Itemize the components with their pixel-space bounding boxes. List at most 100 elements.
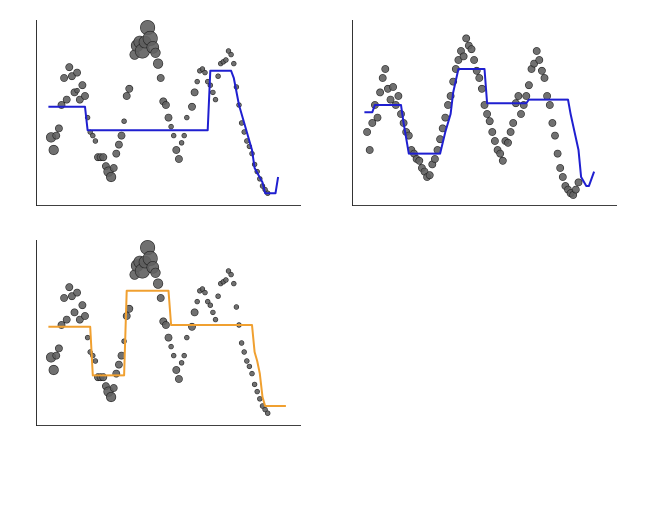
data-point [92, 358, 99, 364]
data-point [190, 308, 199, 317]
chart-panel-1 [36, 20, 301, 206]
data-point [483, 110, 491, 118]
data-point [556, 164, 565, 172]
data-point [425, 171, 434, 180]
data-point [459, 52, 468, 61]
data-point [467, 45, 476, 54]
data-point [498, 156, 507, 165]
data-point [52, 131, 61, 140]
data-point [84, 334, 91, 341]
data-point [48, 364, 59, 376]
data-point [509, 119, 518, 127]
data-point [78, 81, 87, 90]
data-point [199, 286, 206, 292]
data-point [368, 119, 377, 127]
data-point [171, 132, 177, 139]
data-point [363, 128, 371, 136]
data-point [231, 280, 237, 287]
data-point [168, 343, 174, 350]
fit-line [48, 69, 280, 195]
data-point [184, 334, 190, 341]
data-point [415, 156, 424, 165]
data-point [122, 92, 131, 100]
data-point [381, 65, 390, 73]
data-point [150, 267, 161, 278]
data-point [92, 138, 99, 144]
data-point [378, 74, 387, 82]
data-point [90, 132, 96, 139]
data-point [172, 366, 181, 374]
data-point [228, 51, 234, 58]
data-point [475, 74, 484, 82]
data-point [238, 340, 245, 346]
data-point [574, 178, 583, 187]
data-point [257, 396, 263, 402]
data-point [202, 289, 208, 296]
data-point [52, 351, 61, 360]
data-point [262, 406, 268, 413]
data-point [514, 92, 523, 100]
fit-line [364, 68, 596, 187]
data-point [522, 92, 531, 100]
data-point [496, 149, 505, 158]
data-point [62, 315, 71, 324]
data-point [524, 81, 533, 90]
data-point [152, 278, 164, 289]
data-point [249, 370, 255, 377]
data-point [73, 68, 81, 77]
data-point [105, 171, 117, 183]
data-point [545, 101, 554, 109]
data-point [532, 47, 541, 55]
data-point [504, 138, 512, 147]
data-point [540, 74, 549, 82]
data-point [389, 83, 397, 91]
data-point [125, 84, 134, 93]
data-point [571, 185, 580, 194]
data-point [241, 349, 247, 355]
data-point [156, 294, 165, 302]
data-point [231, 60, 237, 67]
data-point [161, 321, 170, 329]
data-point [551, 131, 559, 140]
data-point [115, 360, 123, 369]
data-point [212, 316, 219, 323]
data-point [164, 333, 173, 342]
data-point [60, 74, 68, 82]
data-point [543, 92, 551, 100]
data-point [65, 63, 74, 72]
data-point [431, 155, 439, 163]
fit-line [48, 289, 286, 407]
data-point [223, 277, 229, 283]
data-point [225, 268, 232, 274]
data-point [174, 375, 183, 383]
data-point [115, 140, 123, 149]
data-point [81, 92, 89, 100]
data-point [152, 58, 164, 69]
data-point [190, 88, 199, 97]
chart-svg [36, 240, 301, 426]
data-point [112, 149, 121, 158]
data-point [373, 113, 382, 122]
data-point [215, 293, 221, 299]
data-point [74, 87, 80, 94]
data-point [194, 78, 200, 85]
data-point [210, 89, 216, 96]
data-point [228, 271, 234, 278]
data-point [535, 56, 544, 64]
data-point [207, 302, 214, 308]
data-point [553, 149, 562, 158]
data-point [254, 388, 260, 395]
data-point [109, 164, 118, 172]
data-point [537, 66, 546, 75]
data-point [105, 391, 117, 403]
data-point [558, 173, 567, 181]
data-point [517, 110, 525, 118]
data-point [62, 95, 71, 104]
data-point [548, 119, 557, 127]
data-point [121, 118, 127, 124]
data-point [174, 155, 183, 163]
chart-svg [36, 20, 301, 206]
data-point [386, 95, 395, 104]
data-point [233, 304, 240, 310]
data-point [65, 283, 74, 292]
